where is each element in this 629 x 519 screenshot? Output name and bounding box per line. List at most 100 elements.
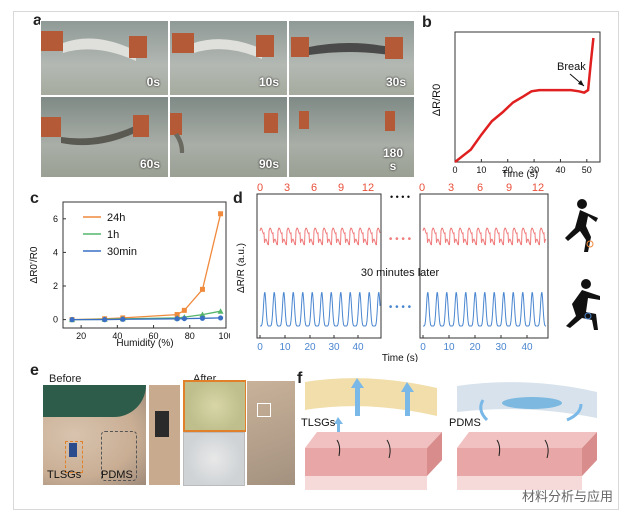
thirty-minutes-later: 30 minutes later bbox=[361, 267, 440, 279]
trapped-sweat bbox=[502, 397, 562, 409]
time-label-90s: 90s bbox=[258, 157, 279, 171]
d-x-axis-label: Time (s) bbox=[382, 353, 418, 362]
left-plot-frame bbox=[256, 193, 382, 339]
photo-after-zoom1 bbox=[183, 380, 247, 432]
tlsgs-sensor bbox=[69, 443, 77, 457]
time-label-60s: 60s bbox=[139, 157, 160, 171]
panel-b-label: b bbox=[422, 14, 432, 31]
point-30min bbox=[69, 317, 75, 323]
running-signal-right bbox=[422, 227, 547, 246]
plot-frame bbox=[62, 201, 227, 329]
runner-icon bbox=[565, 199, 598, 252]
time-label-0s: 0s bbox=[146, 75, 160, 89]
vapor-arrows-left bbox=[334, 378, 414, 436]
inset-box bbox=[257, 403, 271, 417]
point-1h bbox=[199, 311, 206, 318]
x-tick-label-10: 10 bbox=[476, 165, 486, 175]
squat-signal-left bbox=[260, 292, 381, 327]
panel-f-label: f bbox=[297, 370, 303, 387]
tlsgs-film bbox=[305, 378, 437, 416]
x-tick-label-50: 50 bbox=[582, 165, 592, 175]
panel-c-label: c bbox=[30, 190, 39, 207]
point-24h bbox=[218, 211, 224, 217]
x-tick-label-60: 60 bbox=[149, 331, 159, 341]
red-gap-dots: • • • • bbox=[389, 234, 412, 245]
bottom-tick-label-40: 40 bbox=[352, 342, 364, 353]
bottom-tick-label-0: 0 bbox=[257, 342, 263, 353]
x-tick-label-20: 20 bbox=[503, 165, 513, 175]
time-label-30s: 30s bbox=[385, 75, 406, 89]
blue-gap-dots: • • • • bbox=[389, 302, 412, 313]
photo-after-arm bbox=[148, 384, 181, 486]
vapor-arrows-right bbox=[479, 399, 583, 422]
green-cloth bbox=[43, 385, 146, 417]
y-tick-label-0: 0 bbox=[53, 315, 58, 325]
top-tick-left-3: 3 bbox=[284, 182, 290, 194]
point-30min bbox=[181, 315, 187, 322]
x-tick-label-40: 40 bbox=[555, 165, 565, 175]
tlsgs-label: TLSGs bbox=[47, 469, 82, 481]
point-24h bbox=[181, 307, 187, 313]
top-tick-left-6: 6 bbox=[311, 182, 317, 194]
photo-30s: 30s bbox=[288, 20, 415, 96]
point-24h bbox=[199, 286, 205, 292]
legend: 24h 1h 30min bbox=[83, 212, 137, 258]
x-ticks: 0 10 20 30 40 50 bbox=[452, 159, 592, 175]
panel-b-chart: 0 10 20 30 40 50 Break Time (s) ΔR/R0 bbox=[431, 31, 601, 180]
b-x-axis-label: Time (s) bbox=[502, 169, 538, 180]
panel-f-diagram: TLSGs PDMS bbox=[301, 378, 597, 490]
f-tlsgs-label: TLSGs bbox=[301, 417, 336, 429]
axes-ticks: 20 40 60 80 100 0 2 4 6 bbox=[53, 214, 230, 341]
skin-left bbox=[305, 432, 442, 490]
photo-180s: 180 s bbox=[288, 96, 415, 178]
x-tick-label-40: 40 bbox=[112, 331, 122, 341]
top-tick-right-3: 3 bbox=[448, 182, 454, 194]
top-tick-left-9: 9 bbox=[338, 182, 344, 194]
pdms-outline bbox=[101, 431, 137, 481]
time-label-10s: 10s bbox=[258, 75, 279, 89]
c-y-axis-label: ΔR0'/R0 bbox=[29, 246, 40, 283]
top-tick-labels: 0 3 6 9 12 0 3 6 9 12 bbox=[257, 182, 544, 194]
bottom-tick-label-0: 0 bbox=[420, 342, 426, 353]
point-30min bbox=[174, 316, 180, 322]
break-arrowhead bbox=[578, 80, 584, 86]
watermark: 材料分析与应用 bbox=[521, 490, 613, 505]
bottom-tick-label-10: 10 bbox=[279, 342, 291, 353]
resistance-series-line bbox=[454, 37, 595, 163]
photo-after-right bbox=[246, 380, 296, 486]
point-30min bbox=[102, 317, 108, 323]
right-plot-frame bbox=[419, 193, 549, 339]
x-tick-label-20: 20 bbox=[76, 331, 86, 341]
series-line-24h bbox=[72, 213, 222, 321]
panel-d-chart: 0 3 6 9 12 0 3 6 9 12 • • • • • • • • • • • • 30 … bbox=[236, 182, 600, 362]
x-tick-label-100: 100 bbox=[218, 331, 230, 341]
legend-label-30min: 30min bbox=[107, 246, 137, 258]
photo-0s: 0s bbox=[40, 20, 169, 96]
before-label: Before bbox=[49, 373, 82, 385]
pdms-label: PDMS bbox=[101, 469, 133, 481]
tlsgs-outline bbox=[65, 441, 83, 473]
bottom-tick-label-20: 20 bbox=[469, 342, 481, 353]
top-tick-left-12: 12 bbox=[362, 182, 374, 194]
legend-label-1h: 1h bbox=[107, 229, 119, 241]
skin-right bbox=[457, 432, 597, 490]
top-tick-right-9: 9 bbox=[506, 182, 512, 194]
y-tick-label-4: 4 bbox=[53, 247, 58, 257]
bottom-tick-label-40: 40 bbox=[521, 342, 533, 353]
panel-a-label: a bbox=[33, 12, 42, 29]
panel-c-chart: 20 40 60 80 100 0 2 4 6 24h 1h 30min Humidity (%… bbox=[29, 201, 230, 349]
photo-before: TLSGs PDMS bbox=[42, 384, 147, 486]
y-tick-label-2: 2 bbox=[53, 281, 58, 291]
plot-frame bbox=[454, 31, 601, 163]
c-x-axis-label: Humidity (%) bbox=[116, 338, 173, 349]
point-30min bbox=[120, 316, 126, 322]
legend-label-24h: 24h bbox=[107, 212, 125, 224]
bottom-tick-label-30: 30 bbox=[328, 342, 340, 353]
point-24h bbox=[174, 312, 180, 318]
point-30min bbox=[199, 315, 206, 321]
axis-break-dots: • • • • bbox=[390, 192, 410, 202]
bottom-tick-label-10: 10 bbox=[443, 342, 455, 353]
b-y-axis-label: ΔR/R0 bbox=[431, 84, 443, 116]
photo-60s: 60s bbox=[40, 96, 169, 178]
device-strip bbox=[155, 411, 169, 437]
